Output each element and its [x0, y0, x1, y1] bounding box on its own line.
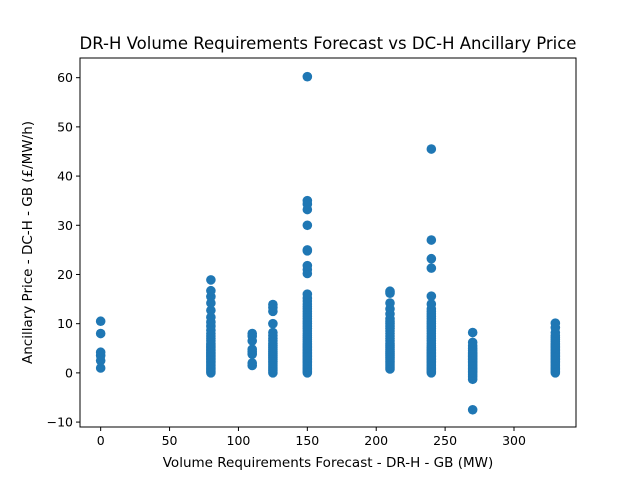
y-tick-label: 10	[57, 316, 73, 331]
chart-title: DR-H Volume Requirements Forecast vs DC-…	[80, 34, 577, 53]
data-point	[385, 286, 395, 297]
y-tick-label: −10	[47, 415, 73, 430]
x-tick-label: 50	[162, 433, 178, 448]
x-tick-label: 150	[295, 433, 319, 448]
data-point	[467, 327, 478, 338]
y-tick-label: 40	[57, 169, 73, 184]
x-axis-ticks: 0 50 100 150 200 250 300	[97, 427, 526, 448]
x-tick-label: 250	[433, 433, 457, 448]
y-tick-label: 0	[65, 365, 73, 380]
data-point	[247, 344, 258, 355]
data-point	[206, 285, 216, 296]
y-tick-label: 20	[57, 267, 73, 282]
data-point	[426, 299, 437, 309]
data-point	[206, 305, 216, 316]
data-point	[247, 328, 258, 339]
data-points	[95, 71, 561, 415]
data-point	[95, 363, 106, 373]
y-axis-ticks: −10 0 10 20 30 40 50 60	[47, 70, 80, 430]
data-point	[247, 358, 258, 368]
data-point	[467, 404, 478, 415]
data-point	[95, 316, 106, 327]
data-point	[426, 253, 437, 264]
data-point	[268, 318, 278, 329]
x-tick-label: 100	[227, 433, 251, 448]
data-point	[206, 312, 216, 323]
data-point	[426, 263, 437, 273]
data-point	[302, 71, 313, 82]
data-point	[302, 289, 313, 299]
data-point	[426, 291, 437, 301]
y-tick-label: 60	[57, 70, 73, 85]
x-tick-label: 0	[97, 433, 105, 448]
x-tick-label: 200	[364, 433, 388, 448]
data-point	[467, 337, 478, 348]
data-point	[426, 235, 437, 245]
data-point	[302, 195, 313, 206]
data-point	[302, 260, 313, 271]
data-point	[95, 347, 106, 358]
data-point	[550, 318, 561, 328]
data-point	[385, 298, 395, 308]
y-tick-label: 50	[57, 119, 73, 134]
y-tick-label: 30	[57, 218, 73, 233]
data-point	[206, 275, 216, 285]
y-axis-label: Ancillary Price - DC-H - GB (£/MW/h)	[20, 121, 36, 364]
data-point	[268, 327, 278, 338]
x-tick-label: 300	[502, 433, 526, 448]
data-point	[268, 299, 278, 310]
x-axis-label: Volume Requirements Forecast - DR-H - GB…	[163, 455, 493, 471]
data-point	[302, 245, 313, 255]
data-point	[95, 328, 106, 339]
data-point	[426, 144, 437, 154]
data-point	[302, 220, 313, 231]
plot-area-frame	[79, 57, 577, 428]
